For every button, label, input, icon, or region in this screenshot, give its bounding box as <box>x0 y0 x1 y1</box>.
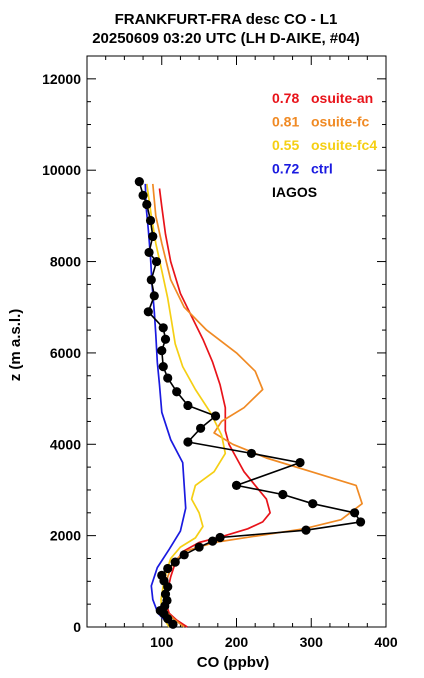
iagos-point <box>157 346 167 356</box>
iagos-point <box>308 499 318 509</box>
series-line-osuite-an <box>158 188 271 628</box>
legend-label-osuite-fc: osuite-fc <box>311 114 370 130</box>
y-tick-label: 8000 <box>50 254 81 270</box>
iagos-point <box>278 489 288 500</box>
y-tick-label: 12000 <box>42 71 81 87</box>
iagos-point <box>145 215 156 226</box>
y-tick-label: 4000 <box>50 436 81 452</box>
legend-label-ctrl: ctrl <box>311 161 333 177</box>
y-tick-label: 2000 <box>50 528 81 544</box>
iagos-point <box>231 480 242 490</box>
iagos-point <box>172 387 182 397</box>
x-tick-label: 200 <box>225 634 249 650</box>
iagos-point <box>163 563 173 574</box>
iagos-point <box>194 542 204 552</box>
iagos-point <box>144 247 154 258</box>
iagos-point <box>210 411 221 421</box>
x-tick-label: 100 <box>150 634 174 650</box>
legend-score-ctrl: 0.72 <box>272 161 299 177</box>
iagos-point <box>207 536 218 546</box>
legend: 0.78 osuite-an 0.81 osuite-fc 0.55 osuite-fc4… <box>272 90 377 200</box>
iagos-point <box>183 400 193 411</box>
iagos-point <box>350 508 360 518</box>
iagos-point <box>138 190 148 200</box>
legend-label-osuite-fc4: osuite-fc4 <box>311 137 377 153</box>
legend-score-osuite-an: 0.78 <box>272 90 299 106</box>
iagos-point <box>158 323 168 333</box>
iagos-point <box>179 550 189 560</box>
iagos-point <box>196 423 206 433</box>
iagos-point <box>158 362 168 372</box>
x-tick-label: 400 <box>374 634 398 650</box>
iagos-point <box>163 373 173 383</box>
legend-score-osuite-fc: 0.81 <box>272 114 299 130</box>
iagos-point <box>215 532 225 543</box>
iagos-point <box>142 199 152 210</box>
iagos-point <box>295 457 305 468</box>
iagos-point <box>301 525 311 535</box>
iagos-point <box>148 231 158 242</box>
iagos-point <box>170 557 180 567</box>
iagos-point <box>134 177 144 187</box>
y-tick-label: 6000 <box>50 345 81 361</box>
iagos-point <box>160 334 171 344</box>
iagos-point <box>143 307 153 317</box>
x-axis-label: CO (ppbv) <box>197 654 270 671</box>
y-axis-label: z (m a.s.l.) <box>7 309 24 382</box>
iagos-point <box>246 448 257 459</box>
legend-score-osuite-fc4: 0.55 <box>272 137 299 153</box>
x-tick-label: 300 <box>300 634 324 650</box>
iagos-point <box>146 275 156 285</box>
y-tick-label: 10000 <box>42 162 81 178</box>
iagos-point <box>151 256 162 267</box>
chart-title-line2: 20250609 03:20 UTC (LH D-AIKE, #04) <box>92 30 360 47</box>
iagos-point <box>160 589 171 599</box>
plot-area <box>134 177 366 629</box>
legend-label-iagos: IAGOS <box>272 184 317 200</box>
iagos-point <box>157 570 167 580</box>
chart-title-line1: FRANKFURT-FRA desc CO - L1 <box>115 11 338 28</box>
y-tick-label: 0 <box>73 619 81 635</box>
iagos-point <box>355 517 366 527</box>
legend-label-osuite-an: osuite-an <box>311 90 373 106</box>
iagos-point <box>183 437 193 447</box>
series-line-ctrl <box>144 183 187 628</box>
iagos-point <box>149 291 159 301</box>
